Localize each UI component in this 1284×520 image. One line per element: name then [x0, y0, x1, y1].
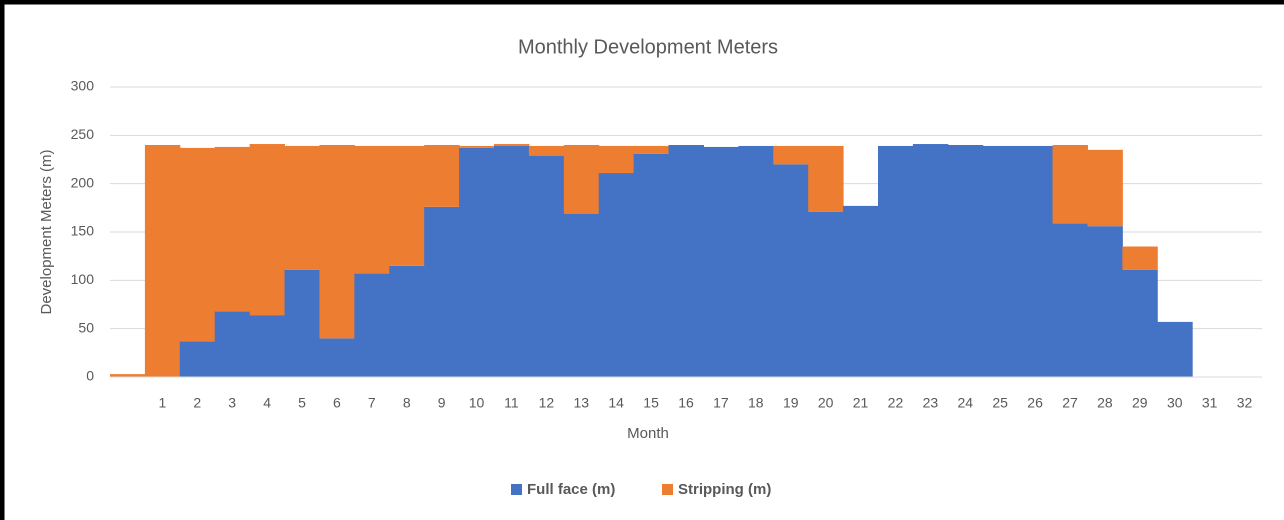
- bar-segment: [773, 145, 809, 165]
- x-tick-label: 18: [748, 395, 764, 411]
- bar-segment: [773, 164, 809, 377]
- bar-segment: [389, 265, 425, 377]
- x-tick-label: 24: [957, 395, 973, 411]
- bar-segment: [1087, 226, 1123, 377]
- bar-segment: [1122, 246, 1158, 270]
- x-tick-label: 29: [1132, 395, 1148, 411]
- x-tick-label: 31: [1202, 395, 1218, 411]
- bar-segment: [912, 144, 949, 377]
- chart-title: Monthly Development Meters: [518, 36, 778, 58]
- bar-segment: [1017, 145, 1054, 377]
- y-axis-label: Development Meters (m): [38, 149, 55, 314]
- bar-segment: [668, 145, 704, 377]
- bar-segment: [284, 145, 320, 270]
- bar-segment: [1122, 269, 1158, 377]
- bar-segment: [808, 145, 844, 212]
- bar-segment: [284, 269, 320, 377]
- x-tick-label: 4: [263, 395, 271, 411]
- y-tick-label: 300: [71, 78, 95, 94]
- bar-segment: [703, 146, 739, 377]
- bar-segment: [110, 374, 146, 377]
- x-tick-label: 15: [643, 395, 659, 411]
- x-tick-label: 7: [368, 395, 376, 411]
- x-tick-label: 28: [1097, 395, 1113, 411]
- x-tick-label: 2: [193, 395, 201, 411]
- bar-segment: [808, 211, 844, 377]
- x-tick-label: 17: [713, 395, 729, 411]
- bar-segment: [878, 145, 914, 377]
- x-tick-label: 1: [158, 395, 166, 411]
- x-tick-label: 8: [403, 395, 411, 411]
- x-tick-label: 25: [992, 395, 1008, 411]
- bar-segment: [738, 145, 774, 377]
- bar-segment: [494, 145, 530, 377]
- y-tick-label: 200: [71, 174, 95, 190]
- x-tick-label: 13: [573, 395, 589, 411]
- legend-label: Stripping (m): [678, 481, 771, 498]
- bar-segment: [459, 145, 495, 148]
- bar-segment: [459, 147, 495, 377]
- x-tick-label: 30: [1167, 395, 1183, 411]
- x-tick-label: 12: [539, 395, 555, 411]
- bar-segment: [633, 153, 670, 377]
- x-tick-label: 20: [818, 395, 834, 411]
- bar-segment: [843, 205, 879, 377]
- x-tick-label: 26: [1027, 395, 1043, 411]
- y-tick-label: 100: [71, 271, 95, 287]
- bar-segment: [354, 145, 390, 274]
- bar-segment: [563, 213, 600, 377]
- x-tick-label: 21: [853, 395, 869, 411]
- legend-swatch: [662, 484, 673, 495]
- bar-segment: [494, 144, 530, 146]
- bar-segment: [389, 145, 425, 266]
- bar-segment: [249, 315, 286, 377]
- bar-segment: [249, 144, 286, 316]
- bar-segment: [598, 145, 635, 174]
- bar-segment: [424, 145, 460, 207]
- x-axis-label: Month: [627, 425, 669, 442]
- bar-segment: [563, 145, 600, 214]
- y-tick-label: 50: [78, 319, 94, 335]
- x-tick-label: 14: [608, 395, 624, 411]
- x-tick-label: 3: [228, 395, 236, 411]
- bar-segment: [319, 338, 355, 377]
- bar-segment: [179, 341, 216, 377]
- bar-segment: [528, 145, 565, 156]
- bar-segment: [982, 145, 1019, 377]
- bar-segment: [1087, 149, 1123, 227]
- legend-swatch: [511, 484, 522, 495]
- bar-segment: [1052, 145, 1088, 224]
- x-tick-label: 9: [438, 395, 446, 411]
- bar-segment: [319, 145, 355, 339]
- x-tick-label: 23: [923, 395, 939, 411]
- x-tick-label: 32: [1237, 395, 1253, 411]
- bar-segment: [528, 155, 565, 377]
- x-tick-label: 19: [783, 395, 799, 411]
- x-tick-label: 6: [333, 395, 341, 411]
- y-tick-label: 150: [71, 223, 95, 239]
- bar-segment: [179, 147, 216, 342]
- x-tick-label: 5: [298, 395, 306, 411]
- bar-segment: [144, 145, 181, 377]
- legend-label: Full face (m): [527, 481, 615, 498]
- bar-segment: [214, 146, 251, 312]
- x-tick-label: 27: [1062, 395, 1078, 411]
- bar-segment: [354, 273, 390, 377]
- x-tick-label: 16: [678, 395, 694, 411]
- x-tick-label: 22: [888, 395, 904, 411]
- bar-segment: [633, 145, 670, 154]
- x-tick-label: 10: [469, 395, 485, 411]
- x-tick-label: 11: [504, 395, 519, 411]
- y-tick-label: 250: [71, 126, 95, 142]
- bar-segment: [1157, 321, 1193, 377]
- bar-segment: [598, 173, 635, 377]
- bar-segment: [947, 145, 984, 377]
- bar-segment: [424, 206, 460, 377]
- bar-segment: [214, 311, 251, 377]
- y-tick-label: 0: [86, 368, 94, 384]
- bar-segment: [1052, 223, 1088, 377]
